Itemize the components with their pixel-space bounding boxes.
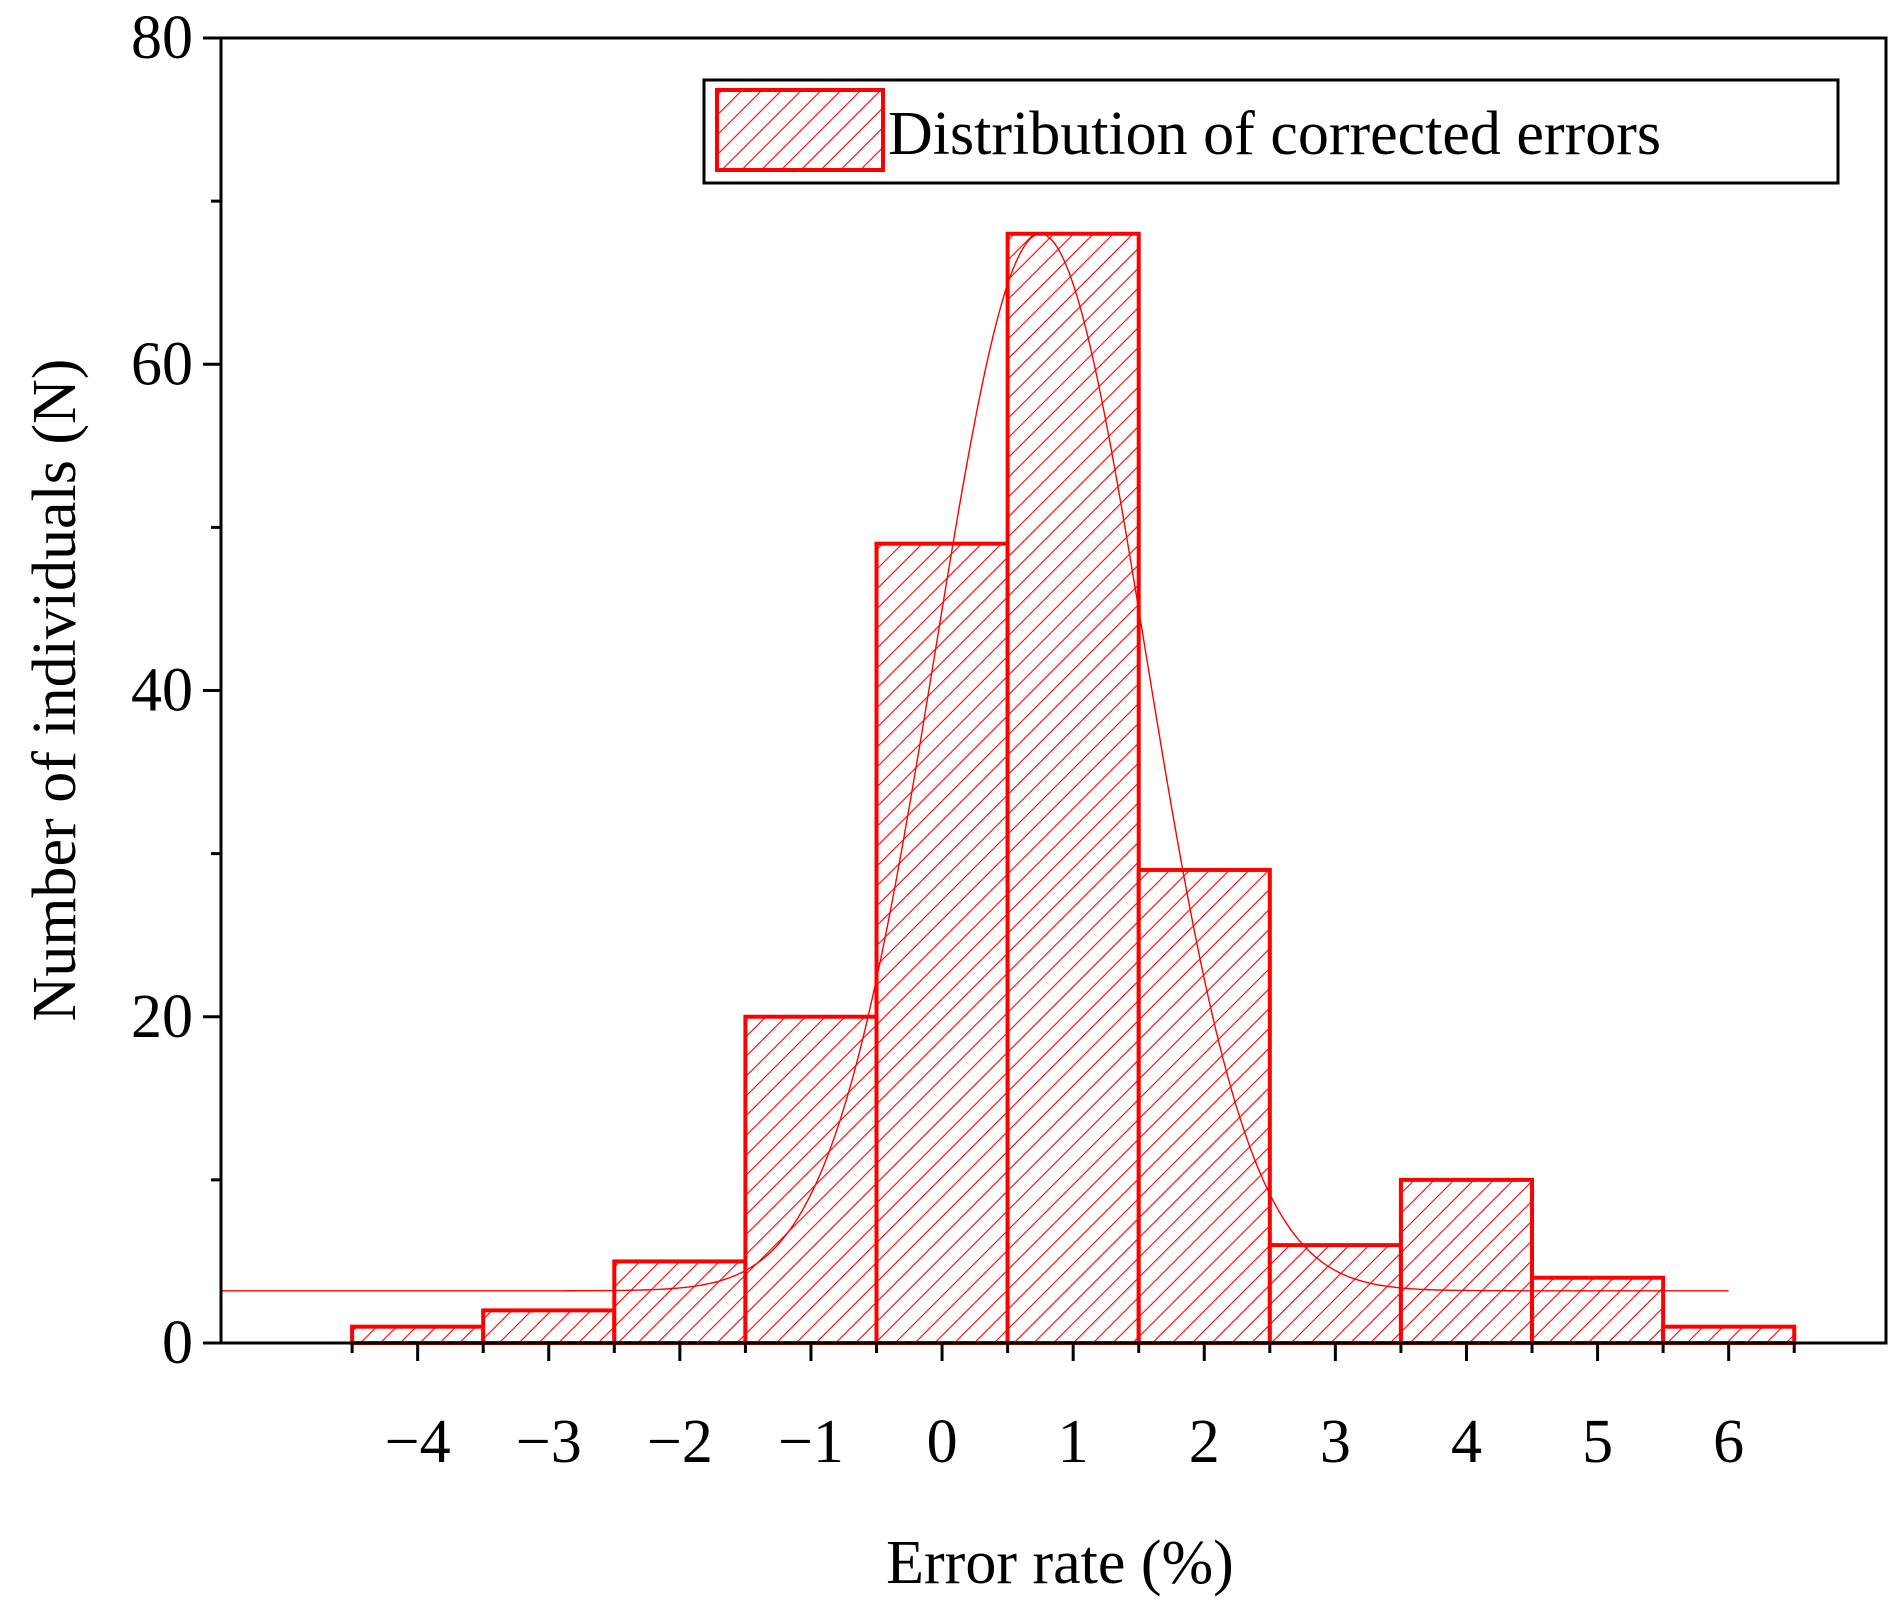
histogram-bar-7 <box>1267 1243 1403 1345</box>
legend-label: Distribution of corrected errors <box>888 100 1661 168</box>
x-tick-label: 4 <box>1451 1408 1482 1476</box>
x-axis-label: Error rate (%) <box>886 1529 1234 1597</box>
y-tick-label: 80 <box>131 4 193 72</box>
y-tick-label: 40 <box>131 657 193 725</box>
histogram-bar-1 <box>481 1308 617 1345</box>
histogram-bar-10 <box>1661 1324 1797 1345</box>
x-tick-label: −4 <box>385 1408 451 1476</box>
histogram-bar-8 <box>1398 1177 1535 1345</box>
x-tick-label: 5 <box>1582 1408 1613 1476</box>
histogram-bar-6 <box>1136 867 1272 1345</box>
histogram-bar-4 <box>874 541 1010 1345</box>
x-tick-label: 2 <box>1189 1408 1220 1476</box>
y-axis-label: Number of individuals (N) <box>21 359 89 1022</box>
x-tick-label: −3 <box>516 1408 582 1476</box>
histogram-bar-9 <box>1530 1275 1666 1345</box>
x-tick-label: 1 <box>1058 1408 1089 1476</box>
histogram-bar-3 <box>743 1014 879 1345</box>
histogram-bar-0 <box>350 1324 486 1345</box>
histogram-bar-2 <box>612 1259 748 1345</box>
x-tick-label: 0 <box>927 1408 958 1476</box>
fit-curve-line <box>221 233 1729 1292</box>
y-tick-label: 60 <box>131 330 193 398</box>
x-tick-label: 3 <box>1320 1408 1351 1476</box>
x-axis: −4 −3 −2 −1 0 1 2 3 4 5 6 <box>350 1343 1796 1476</box>
bars-group <box>350 231 1797 1345</box>
x-tick-label: −1 <box>778 1408 844 1476</box>
legend: Distribution of corrected errors <box>702 78 1840 185</box>
y-axis: 0 20 40 60 80 <box>131 4 221 1377</box>
legend-box <box>702 78 1840 185</box>
x-tick-label: −2 <box>647 1408 713 1476</box>
x-tick-label: 6 <box>1713 1408 1744 1476</box>
y-tick-label: 0 <box>162 1309 193 1377</box>
histogram-bar-5 <box>1005 231 1141 1345</box>
y-tick-label: 20 <box>131 983 193 1051</box>
legend-swatch <box>715 88 885 172</box>
